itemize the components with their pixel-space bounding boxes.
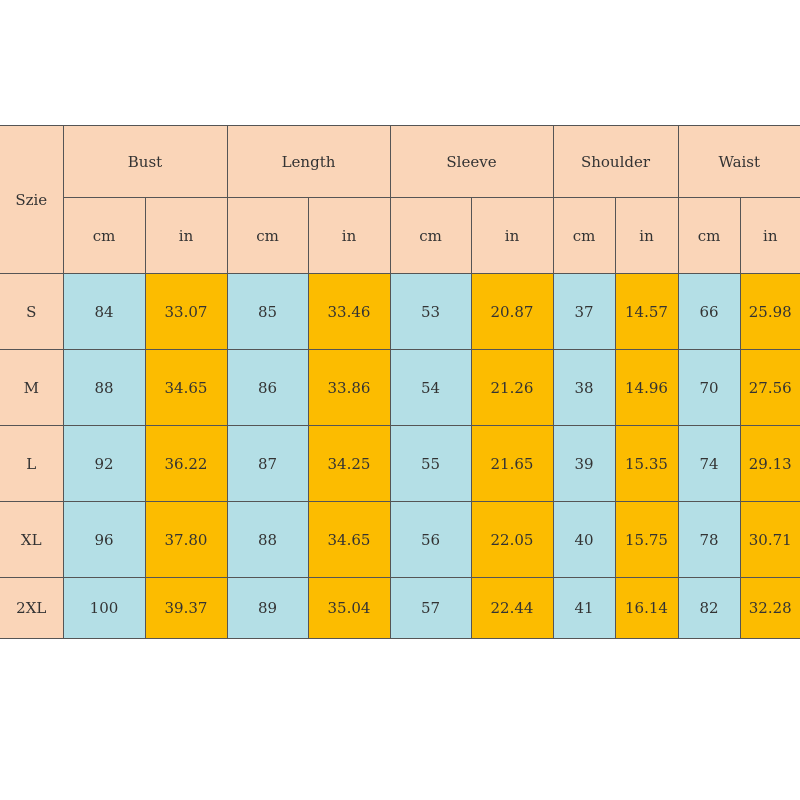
size-column-header: Szie xyxy=(0,125,64,274)
unit-header-in: in xyxy=(307,197,391,274)
shoulder-cm-cell: 39 xyxy=(552,425,616,502)
bust-cm-cell: 84 xyxy=(62,273,146,350)
group-header-bust: Bust xyxy=(62,125,228,198)
sleeve-in-cell: 21.26 xyxy=(470,349,554,426)
bust-in-cell: 33.07 xyxy=(144,273,228,350)
sleeve-in-cell: 20.87 xyxy=(470,273,554,350)
waist-cm-cell: 66 xyxy=(677,273,741,350)
table-row: M 88 34.65 86 33.86 54 21.26 38 14.96 70… xyxy=(0,349,800,426)
sleeve-cm-cell: 55 xyxy=(389,425,472,502)
size-label: L xyxy=(0,425,64,502)
waist-in-cell: 29.13 xyxy=(739,425,800,502)
waist-in-cell: 27.56 xyxy=(739,349,800,426)
bust-cm-cell: 92 xyxy=(62,425,146,502)
length-cm-cell: 88 xyxy=(226,501,309,578)
sleeve-in-cell: 22.05 xyxy=(470,501,554,578)
sleeve-cm-cell: 53 xyxy=(389,273,472,350)
size-chart-table: Szie Bust Length Sleeve Shoulder Waist c… xyxy=(0,125,800,639)
waist-in-cell: 30.71 xyxy=(739,501,800,578)
group-header-waist: Waist xyxy=(677,125,800,198)
size-label: M xyxy=(0,349,64,426)
group-header-length: Length xyxy=(226,125,391,198)
table-row: L 92 36.22 87 34.25 55 21.65 39 15.35 74… xyxy=(0,425,800,502)
shoulder-in-cell: 14.57 xyxy=(614,273,679,350)
table-row: XL 96 37.80 88 34.65 56 22.05 40 15.75 7… xyxy=(0,501,800,578)
length-in-cell: 34.65 xyxy=(307,501,391,578)
bust-in-cell: 34.65 xyxy=(144,349,228,426)
group-header-sleeve: Sleeve xyxy=(389,125,554,198)
unit-header-cm: cm xyxy=(389,197,472,274)
table-row: S 84 33.07 85 33.46 53 20.87 37 14.57 66… xyxy=(0,273,800,350)
length-in-cell: 34.25 xyxy=(307,425,391,502)
group-header-shoulder: Shoulder xyxy=(552,125,679,198)
sleeve-in-cell: 21.65 xyxy=(470,425,554,502)
sleeve-cm-cell: 56 xyxy=(389,501,472,578)
bust-in-cell: 37.80 xyxy=(144,501,228,578)
unit-header-cm: cm xyxy=(677,197,741,274)
length-in-cell: 33.46 xyxy=(307,273,391,350)
unit-header-in: in xyxy=(470,197,554,274)
shoulder-in-cell: 14.96 xyxy=(614,349,679,426)
length-cm-cell: 89 xyxy=(226,577,309,639)
bust-in-cell: 39.37 xyxy=(144,577,228,639)
waist-cm-cell: 70 xyxy=(677,349,741,426)
unit-header-cm: cm xyxy=(226,197,309,274)
unit-header-row: cm in cm in cm in cm in cm in xyxy=(0,197,800,274)
shoulder-in-cell: 16.14 xyxy=(614,577,679,639)
shoulder-cm-cell: 37 xyxy=(552,273,616,350)
bust-cm-cell: 96 xyxy=(62,501,146,578)
bust-in-cell: 36.22 xyxy=(144,425,228,502)
length-cm-cell: 85 xyxy=(226,273,309,350)
bust-cm-cell: 100 xyxy=(62,577,146,639)
waist-in-cell: 32.28 xyxy=(739,577,800,639)
length-cm-cell: 87 xyxy=(226,425,309,502)
unit-header-cm: cm xyxy=(552,197,616,274)
size-label: XL xyxy=(0,501,64,578)
shoulder-cm-cell: 38 xyxy=(552,349,616,426)
shoulder-in-cell: 15.75 xyxy=(614,501,679,578)
bust-cm-cell: 88 xyxy=(62,349,146,426)
sleeve-in-cell: 22.44 xyxy=(470,577,554,639)
waist-in-cell: 25.98 xyxy=(739,273,800,350)
waist-cm-cell: 78 xyxy=(677,501,741,578)
shoulder-in-cell: 15.35 xyxy=(614,425,679,502)
shoulder-cm-cell: 41 xyxy=(552,577,616,639)
unit-header-in: in xyxy=(144,197,228,274)
unit-header-in: in xyxy=(614,197,679,274)
unit-header-in: in xyxy=(739,197,800,274)
sleeve-cm-cell: 54 xyxy=(389,349,472,426)
waist-cm-cell: 74 xyxy=(677,425,741,502)
size-label: S xyxy=(0,273,64,350)
shoulder-cm-cell: 40 xyxy=(552,501,616,578)
length-in-cell: 33.86 xyxy=(307,349,391,426)
table-row: 2XL 100 39.37 89 35.04 57 22.44 41 16.14… xyxy=(0,577,800,639)
waist-cm-cell: 82 xyxy=(677,577,741,639)
length-in-cell: 35.04 xyxy=(307,577,391,639)
sleeve-cm-cell: 57 xyxy=(389,577,472,639)
length-cm-cell: 86 xyxy=(226,349,309,426)
group-header-row: Szie Bust Length Sleeve Shoulder Waist xyxy=(0,125,800,274)
unit-header-cm: cm xyxy=(62,197,146,274)
size-label: 2XL xyxy=(0,577,64,639)
